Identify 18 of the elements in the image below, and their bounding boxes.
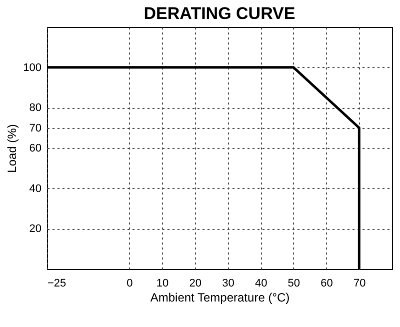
x-tick-label: 60: [320, 278, 333, 290]
x-tick-label: 10: [156, 278, 169, 290]
y-tick-label: 70: [29, 122, 42, 134]
y-axis-title: Load (%): [5, 124, 20, 173]
y-tick-label: 40: [29, 182, 42, 195]
x-tick-label: 40: [254, 278, 268, 290]
x-tick-label: 70: [354, 278, 366, 290]
x-tick-label: 20: [189, 278, 202, 290]
chart-title: DERATING CURVE: [144, 4, 296, 23]
x-tick-label: −25: [48, 278, 66, 290]
y-tick-label: 20: [29, 223, 42, 236]
x-tick-label: 30: [222, 278, 234, 290]
y-tick-label: 100: [23, 62, 42, 74]
y-tick-label: 80: [29, 102, 42, 114]
y-tick-label: 60: [29, 142, 42, 154]
x-tick-label: 0: [126, 278, 133, 290]
x-axis-title: Ambient Temperature (°C): [150, 290, 290, 304]
x-tick-label: 50: [288, 278, 300, 290]
